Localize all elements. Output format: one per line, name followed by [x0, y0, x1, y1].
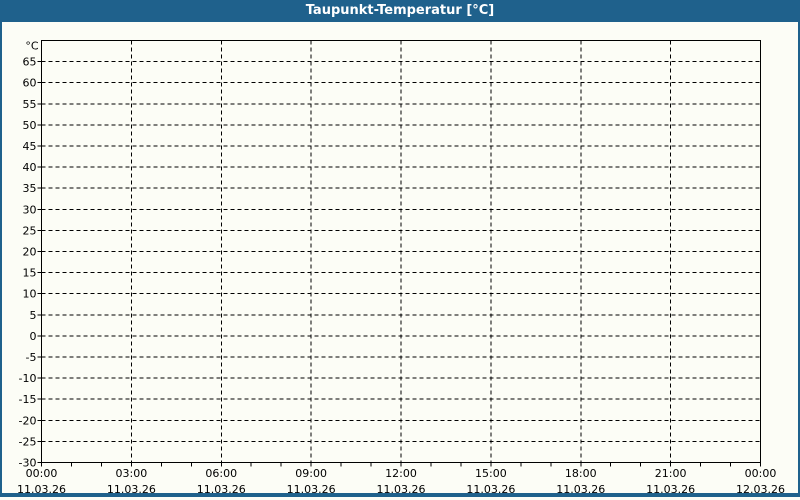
y-axis-tick-label: 60 [23, 77, 37, 90]
plot-frame [41, 40, 761, 463]
x-axis-date-label: 11.03.26 [17, 483, 66, 496]
x-axis-date-label: 12.03.26 [736, 483, 785, 496]
title-bar: Taupunkt-Temperatur [°C] [0, 0, 800, 22]
y-axis-tick-label: 40 [23, 161, 37, 174]
y-axis-tick-label: 35 [23, 182, 37, 195]
x-axis-time-label: 00:00 [745, 467, 777, 480]
x-axis-time-label: 03:00 [116, 467, 148, 480]
window-border-bottom [0, 493, 800, 497]
x-axis-date-label: 11.03.26 [107, 483, 156, 496]
y-axis-tick-label: 55 [23, 98, 37, 111]
x-axis-time-label: 12:00 [385, 467, 417, 480]
window-border-right [798, 0, 800, 497]
x-axis-date-label: 11.03.26 [466, 483, 515, 496]
y-axis-tick-label: 65 [23, 56, 37, 69]
y-axis-tick-label: -25 [19, 435, 37, 448]
x-axis-date-label: 11.03.26 [556, 483, 605, 496]
y-axis-tick-label: -5 [26, 351, 37, 364]
y-axis-tick-label: 20 [23, 246, 37, 259]
y-axis-tick-label: -30 [19, 457, 37, 470]
chart-title: Taupunkt-Temperatur [°C] [305, 3, 495, 18]
y-axis-tick-label: 45 [23, 140, 37, 153]
window-border-left [0, 0, 2, 497]
y-axis-tick-label: -10 [19, 372, 37, 385]
x-axis-time-label: 09:00 [295, 467, 327, 480]
y-axis-tick-label: -20 [19, 414, 37, 427]
x-axis-time-label: 15:00 [475, 467, 507, 480]
x-axis-time-label: 00:00 [26, 467, 58, 480]
y-axis-tick-label: 25 [23, 224, 37, 237]
x-axis-time-label: 06:00 [205, 467, 237, 480]
x-axis-date-label: 11.03.26 [197, 483, 246, 496]
y-axis-tick-label: 30 [23, 203, 37, 216]
y-axis-tick-label: 0 [30, 330, 37, 343]
y-axis-tick-label: -15 [19, 393, 37, 406]
y-axis-unit-label: °C [25, 40, 39, 53]
y-axis-tick-label: 15 [23, 267, 37, 280]
y-axis-tick-label: 10 [23, 288, 37, 301]
y-axis-tick-label: 50 [23, 119, 37, 132]
x-axis-time-label: 18:00 [565, 467, 597, 480]
x-axis-date-label: 11.03.26 [646, 483, 695, 496]
x-axis-date-label: 11.03.26 [377, 483, 426, 496]
x-axis-date-label: 11.03.26 [287, 483, 336, 496]
x-axis-time-label: 21:00 [655, 467, 687, 480]
y-axis-tick-label: 5 [30, 309, 37, 322]
